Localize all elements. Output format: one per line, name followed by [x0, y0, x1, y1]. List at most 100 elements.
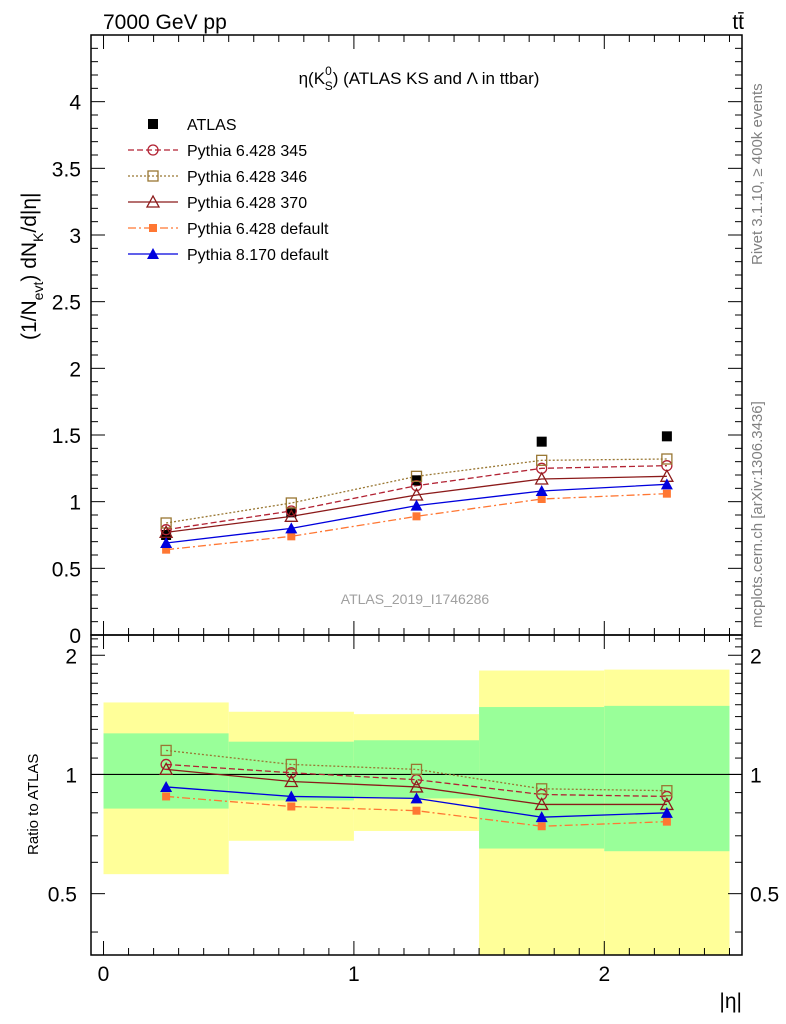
point-pythia-6-428-370-1 — [284, 508, 299, 522]
ratio-y-tick-label-right: 2 — [750, 645, 762, 668]
ratio-line-pythia-6-428-default — [166, 795, 667, 827]
point-atlas-4 — [661, 431, 672, 442]
top-markers — [159, 431, 674, 554]
point-pythia-8-170-default-1 — [285, 522, 298, 534]
legend-label-pythia-8-170-default: Pythia 8.170 default — [187, 247, 329, 264]
rivet-label: Rivet 3.1.10, ≥ 400k events — [749, 83, 766, 265]
point-pythia-6-428-default-4 — [662, 489, 671, 498]
y-tick-label: 1.5 — [52, 425, 81, 448]
point-atlas-1 — [286, 507, 297, 518]
mcplots-label: mcplots.cern.ch [arXiv:1306.3436] — [749, 401, 766, 628]
series-line-pythia-6-428-370 — [166, 475, 667, 533]
legend-item-pythia-6-428-345: Pythia 6.428 345 — [128, 143, 307, 160]
point-pythia-6-428-346-0 — [160, 517, 172, 529]
legend-label-pythia-6-428-370: Pythia 6.428 370 — [187, 195, 307, 212]
ratio-point-pythia-6-428-345-4 — [661, 790, 673, 803]
legend-marker-pythia-6-428-346 — [147, 170, 159, 182]
point-pythia-8-170-default-3 — [535, 485, 548, 496]
ratio-point-pythia-6-428-346-1 — [285, 758, 297, 771]
x-tick-label: 2 — [598, 963, 610, 986]
band-inner-bin-4 — [604, 705, 730, 852]
legend-marker-atlas — [148, 119, 158, 129]
ratio-line-pythia-6-428-345 — [166, 763, 667, 798]
legend-item-pythia-6-428-default: Pythia 6.428 default — [128, 221, 329, 238]
legend-item-pythia-8-170-default: Pythia 8.170 default — [128, 247, 329, 264]
ratio-line-pythia-6-428-370 — [166, 768, 667, 806]
ratio-point-pythia-6-428-346-3 — [536, 783, 548, 795]
ratio-point-pythia-6-428-default-1 — [287, 802, 296, 811]
main-title: η(K0 S) (ATLAS KS and Λ in ttbar) — [299, 64, 540, 93]
ratio-point-pythia-8-170-default-0 — [160, 780, 173, 792]
legend-marker-pythia-6-428-default — [149, 224, 157, 232]
ratio-point-pythia-8-170-default-3 — [535, 811, 548, 823]
x-tick-label: 0 — [98, 963, 110, 986]
ratio-point-pythia-6-428-default-2 — [412, 806, 421, 815]
point-pythia-8-170-default-2 — [410, 499, 423, 511]
ratio-point-pythia-6-428-370-0 — [159, 762, 174, 776]
main-panel: 0.5 1 1.5 2 2.5 3 3.5 4 0 η(K0 S) (ATLAS KS and Λ… — [18, 34, 743, 648]
legend-marker-pythia-8-170-default — [147, 248, 159, 259]
ratio-y-tick-label-left: 0.5 — [48, 884, 77, 907]
ratio-point-pythia-8-170-default-2 — [410, 792, 423, 804]
ratio-point-pythia-6-428-345-1 — [285, 767, 297, 779]
analysis-watermark: ATLAS_2019_I1746286 — [341, 591, 490, 607]
point-pythia-6-428-346-2 — [410, 470, 423, 482]
legend-item-atlas: ATLAS — [148, 117, 237, 134]
energy-label: 7000 GeV pp — [103, 11, 227, 34]
point-pythia-6-428-default-2 — [412, 512, 421, 521]
ratio-markers — [159, 744, 674, 831]
ratio-y-tick-label-left: 1 — [65, 764, 77, 787]
ratio-point-pythia-8-170-default-4 — [660, 806, 673, 818]
ratio-point-pythia-6-428-345-0 — [160, 758, 172, 771]
legend-label-pythia-6-428-345: Pythia 6.428 345 — [187, 143, 307, 160]
y-tick-label: 4 — [69, 92, 81, 115]
y-tick-label: 3.5 — [52, 158, 81, 181]
legend-label-pythia-6-428-346: Pythia 6.428 346 — [187, 169, 307, 186]
y-tick-label: 0.5 — [52, 558, 81, 581]
point-pythia-6-428-346-3 — [536, 454, 548, 466]
ratio-point-pythia-6-428-370-2 — [409, 779, 424, 793]
point-pythia-8-170-default-4 — [660, 478, 673, 490]
legend: ATLAS Pythia 6.428 345 Pythia 6.428 346 Pyt… — [128, 117, 329, 264]
ratio-point-pythia-6-428-370-3 — [534, 797, 549, 811]
main-y-axis-label: (1/Nevt) dNK/d|η| — [18, 192, 46, 340]
legend-label-atlas: ATLAS — [187, 117, 237, 134]
point-pythia-6-428-default-0 — [162, 545, 171, 554]
legend-marker-pythia-6-428-345 — [147, 144, 159, 156]
ratio-y-tick-label-right: 1 — [750, 764, 762, 787]
ratio-point-pythia-6-428-346-2 — [410, 763, 423, 776]
point-pythia-6-428-default-3 — [537, 495, 546, 503]
ratio-point-pythia-6-428-default-4 — [662, 817, 671, 826]
legend-item-pythia-6-428-370: Pythia 6.428 370 — [128, 194, 307, 212]
point-pythia-6-428-370-3 — [534, 471, 549, 485]
ratio-y-axis-label: Ratio to ATLAS — [25, 754, 42, 855]
process-label: tt̄ — [732, 11, 744, 34]
point-pythia-6-428-346-1 — [285, 497, 297, 509]
ratio-y-tick-label-left: 2 — [65, 645, 77, 668]
point-pythia-6-428-345-1 — [285, 505, 297, 517]
band-inner-bin-2 — [353, 740, 480, 799]
y-tick-label-zero: 0 — [69, 625, 81, 648]
x-tick-label: 1 — [348, 963, 360, 986]
y-tick-label: 2 — [69, 358, 81, 381]
ratio-point-pythia-6-428-346-0 — [160, 744, 172, 757]
point-atlas-3 — [536, 436, 547, 447]
ratio-point-pythia-6-428-370-1 — [284, 774, 299, 788]
ratio-point-pythia-6-428-346-4 — [661, 785, 673, 797]
ratio-point-pythia-6-428-default-0 — [162, 792, 171, 801]
x-axis-label: |η| — [719, 990, 742, 1013]
ratio-panel: 0.5 0.5 1 1 2 2 0 1 2 Ratio to ATLAS |η| — [25, 634, 779, 1013]
point-pythia-6-428-345-0 — [160, 524, 172, 536]
uncertainty-bands — [91, 669, 742, 955]
ratio-panel-frame — [90, 634, 743, 956]
main-panel-ticks: 0.5 1 1.5 2 2.5 3 3.5 4 0 — [52, 34, 742, 648]
point-pythia-6-428-346-4 — [661, 453, 673, 465]
series-line-pythia-6-428-346 — [166, 458, 667, 524]
ratio-point-pythia-8-170-default-1 — [285, 790, 298, 802]
legend-label-pythia-6-428-default: Pythia 6.428 default — [187, 221, 329, 238]
legend-item-pythia-6-428-346: Pythia 6.428 346 — [128, 169, 307, 186]
ratio-point-pythia-6-428-default-3 — [537, 822, 546, 831]
point-pythia-8-170-default-0 — [160, 537, 173, 548]
legend-marker-pythia-6-428-370 — [145, 194, 161, 208]
